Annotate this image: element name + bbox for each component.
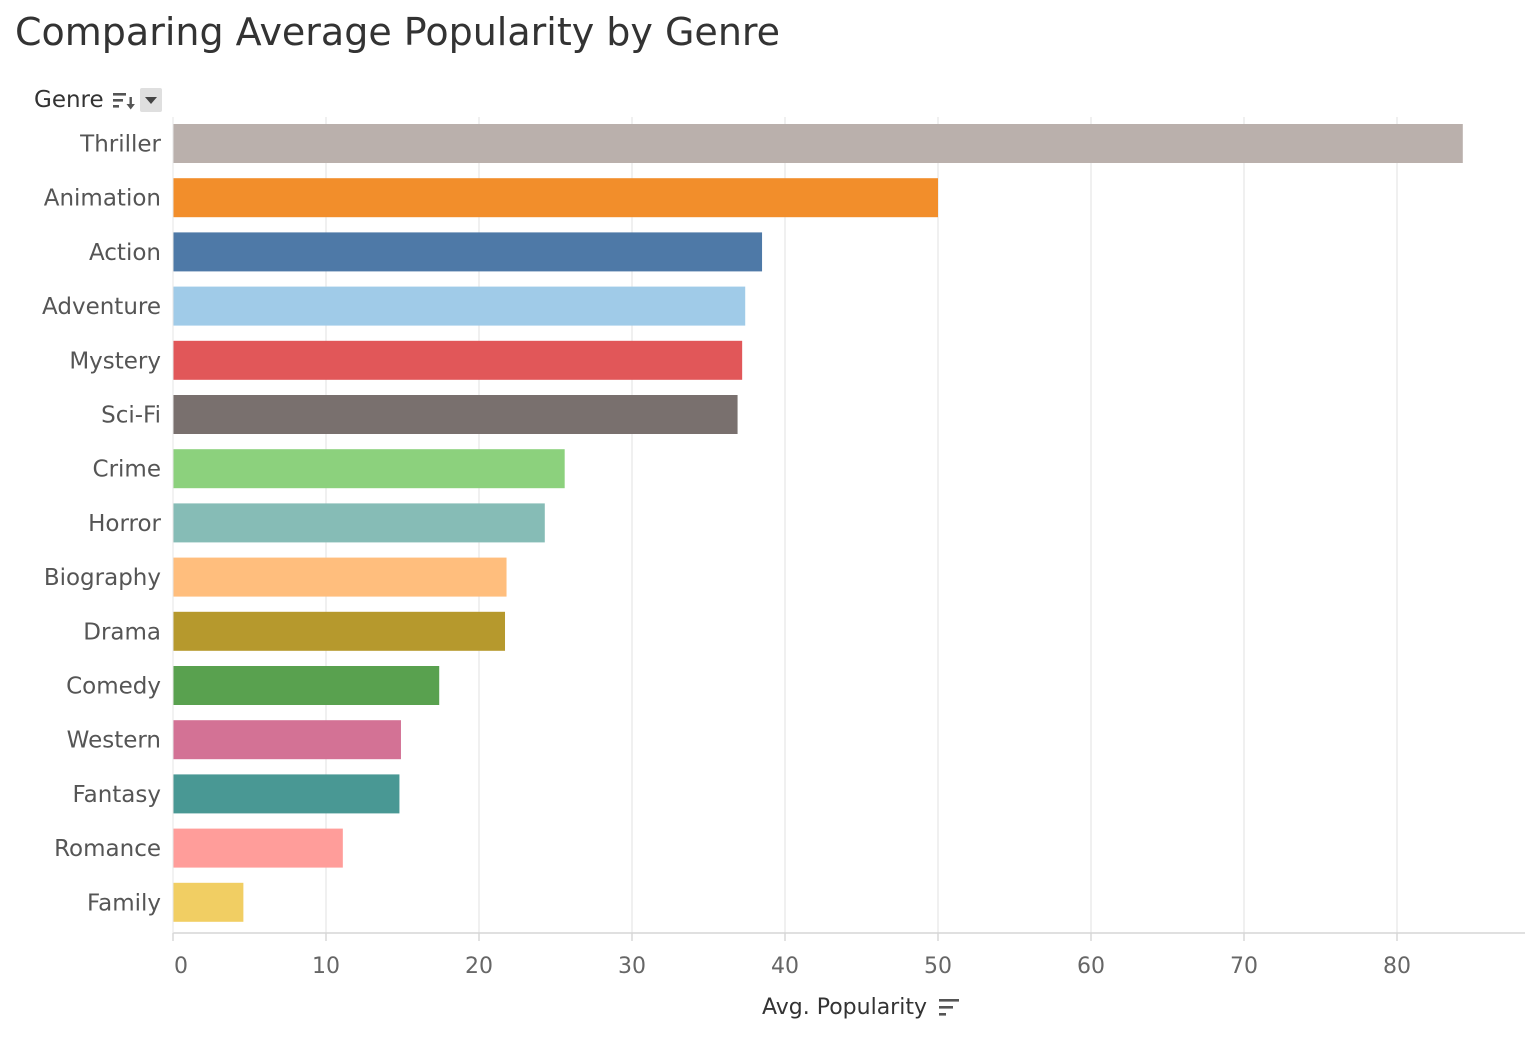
category-label: Western <box>67 728 161 754</box>
bar-action[interactable] <box>173 232 763 272</box>
sort-descending-icon[interactable] <box>112 88 136 112</box>
x-axis-title: Avg. Popularity <box>762 994 927 1020</box>
category-label: Crime <box>93 457 161 483</box>
bar-biography[interactable] <box>173 557 507 597</box>
x-tick-label: 30 <box>618 954 646 979</box>
x-axis-title-wrap: Avg. Popularity <box>762 992 961 1022</box>
sort-icon[interactable] <box>937 995 961 1019</box>
bar-crime[interactable] <box>173 449 565 489</box>
bar-animation[interactable] <box>173 178 938 218</box>
chart-title: Comparing Average Popularity by Genre <box>15 10 781 54</box>
caret-down-icon <box>144 97 157 104</box>
bar-comedy[interactable] <box>173 666 440 705</box>
bar-drama[interactable] <box>173 611 506 651</box>
category-labels: Thriller Animation Action Adventure Mystery S… <box>42 132 162 917</box>
bar-family[interactable] <box>173 882 244 922</box>
genre-header-label: Genre <box>34 87 104 113</box>
category-label: Action <box>89 240 161 266</box>
x-tick-label: 20 <box>465 954 493 979</box>
category-label: Thriller <box>79 132 161 158</box>
category-label: Sci-Fi <box>101 403 161 429</box>
x-tick-label: 10 <box>312 954 340 979</box>
x-tick-label: 40 <box>771 954 799 979</box>
category-label: Mystery <box>69 348 161 374</box>
genre-dropdown-button[interactable] <box>139 88 162 112</box>
category-label: Romance <box>54 836 161 862</box>
x-tick-label: 80 <box>1383 954 1411 979</box>
category-label: Fantasy <box>73 782 162 808</box>
bars <box>173 124 1463 922</box>
bar-mystery[interactable] <box>173 340 743 380</box>
bar-fantasy[interactable] <box>173 774 400 814</box>
category-label: Drama <box>83 619 161 645</box>
category-label: Adventure <box>42 294 161 320</box>
x-tick-label: 70 <box>1230 954 1258 979</box>
bar-sci-fi[interactable] <box>173 395 738 434</box>
category-label: Biography <box>44 565 161 591</box>
bar-adventure[interactable] <box>173 286 746 326</box>
genre-row-header: Genre <box>34 86 162 114</box>
x-tick-label: 50 <box>924 954 952 979</box>
x-axis: 0 10 20 30 40 50 60 70 80 <box>172 117 1525 979</box>
x-tick-label: 0 <box>174 954 188 979</box>
category-label: Family <box>87 890 161 916</box>
bar-western[interactable] <box>173 720 401 760</box>
category-label: Animation <box>44 186 161 212</box>
bar-thriller[interactable] <box>173 124 1463 163</box>
bar-horror[interactable] <box>173 503 545 543</box>
category-label: Horror <box>88 511 161 537</box>
bar-romance[interactable] <box>173 828 343 868</box>
category-label: Comedy <box>66 674 161 700</box>
x-tick-label: 60 <box>1077 954 1105 979</box>
